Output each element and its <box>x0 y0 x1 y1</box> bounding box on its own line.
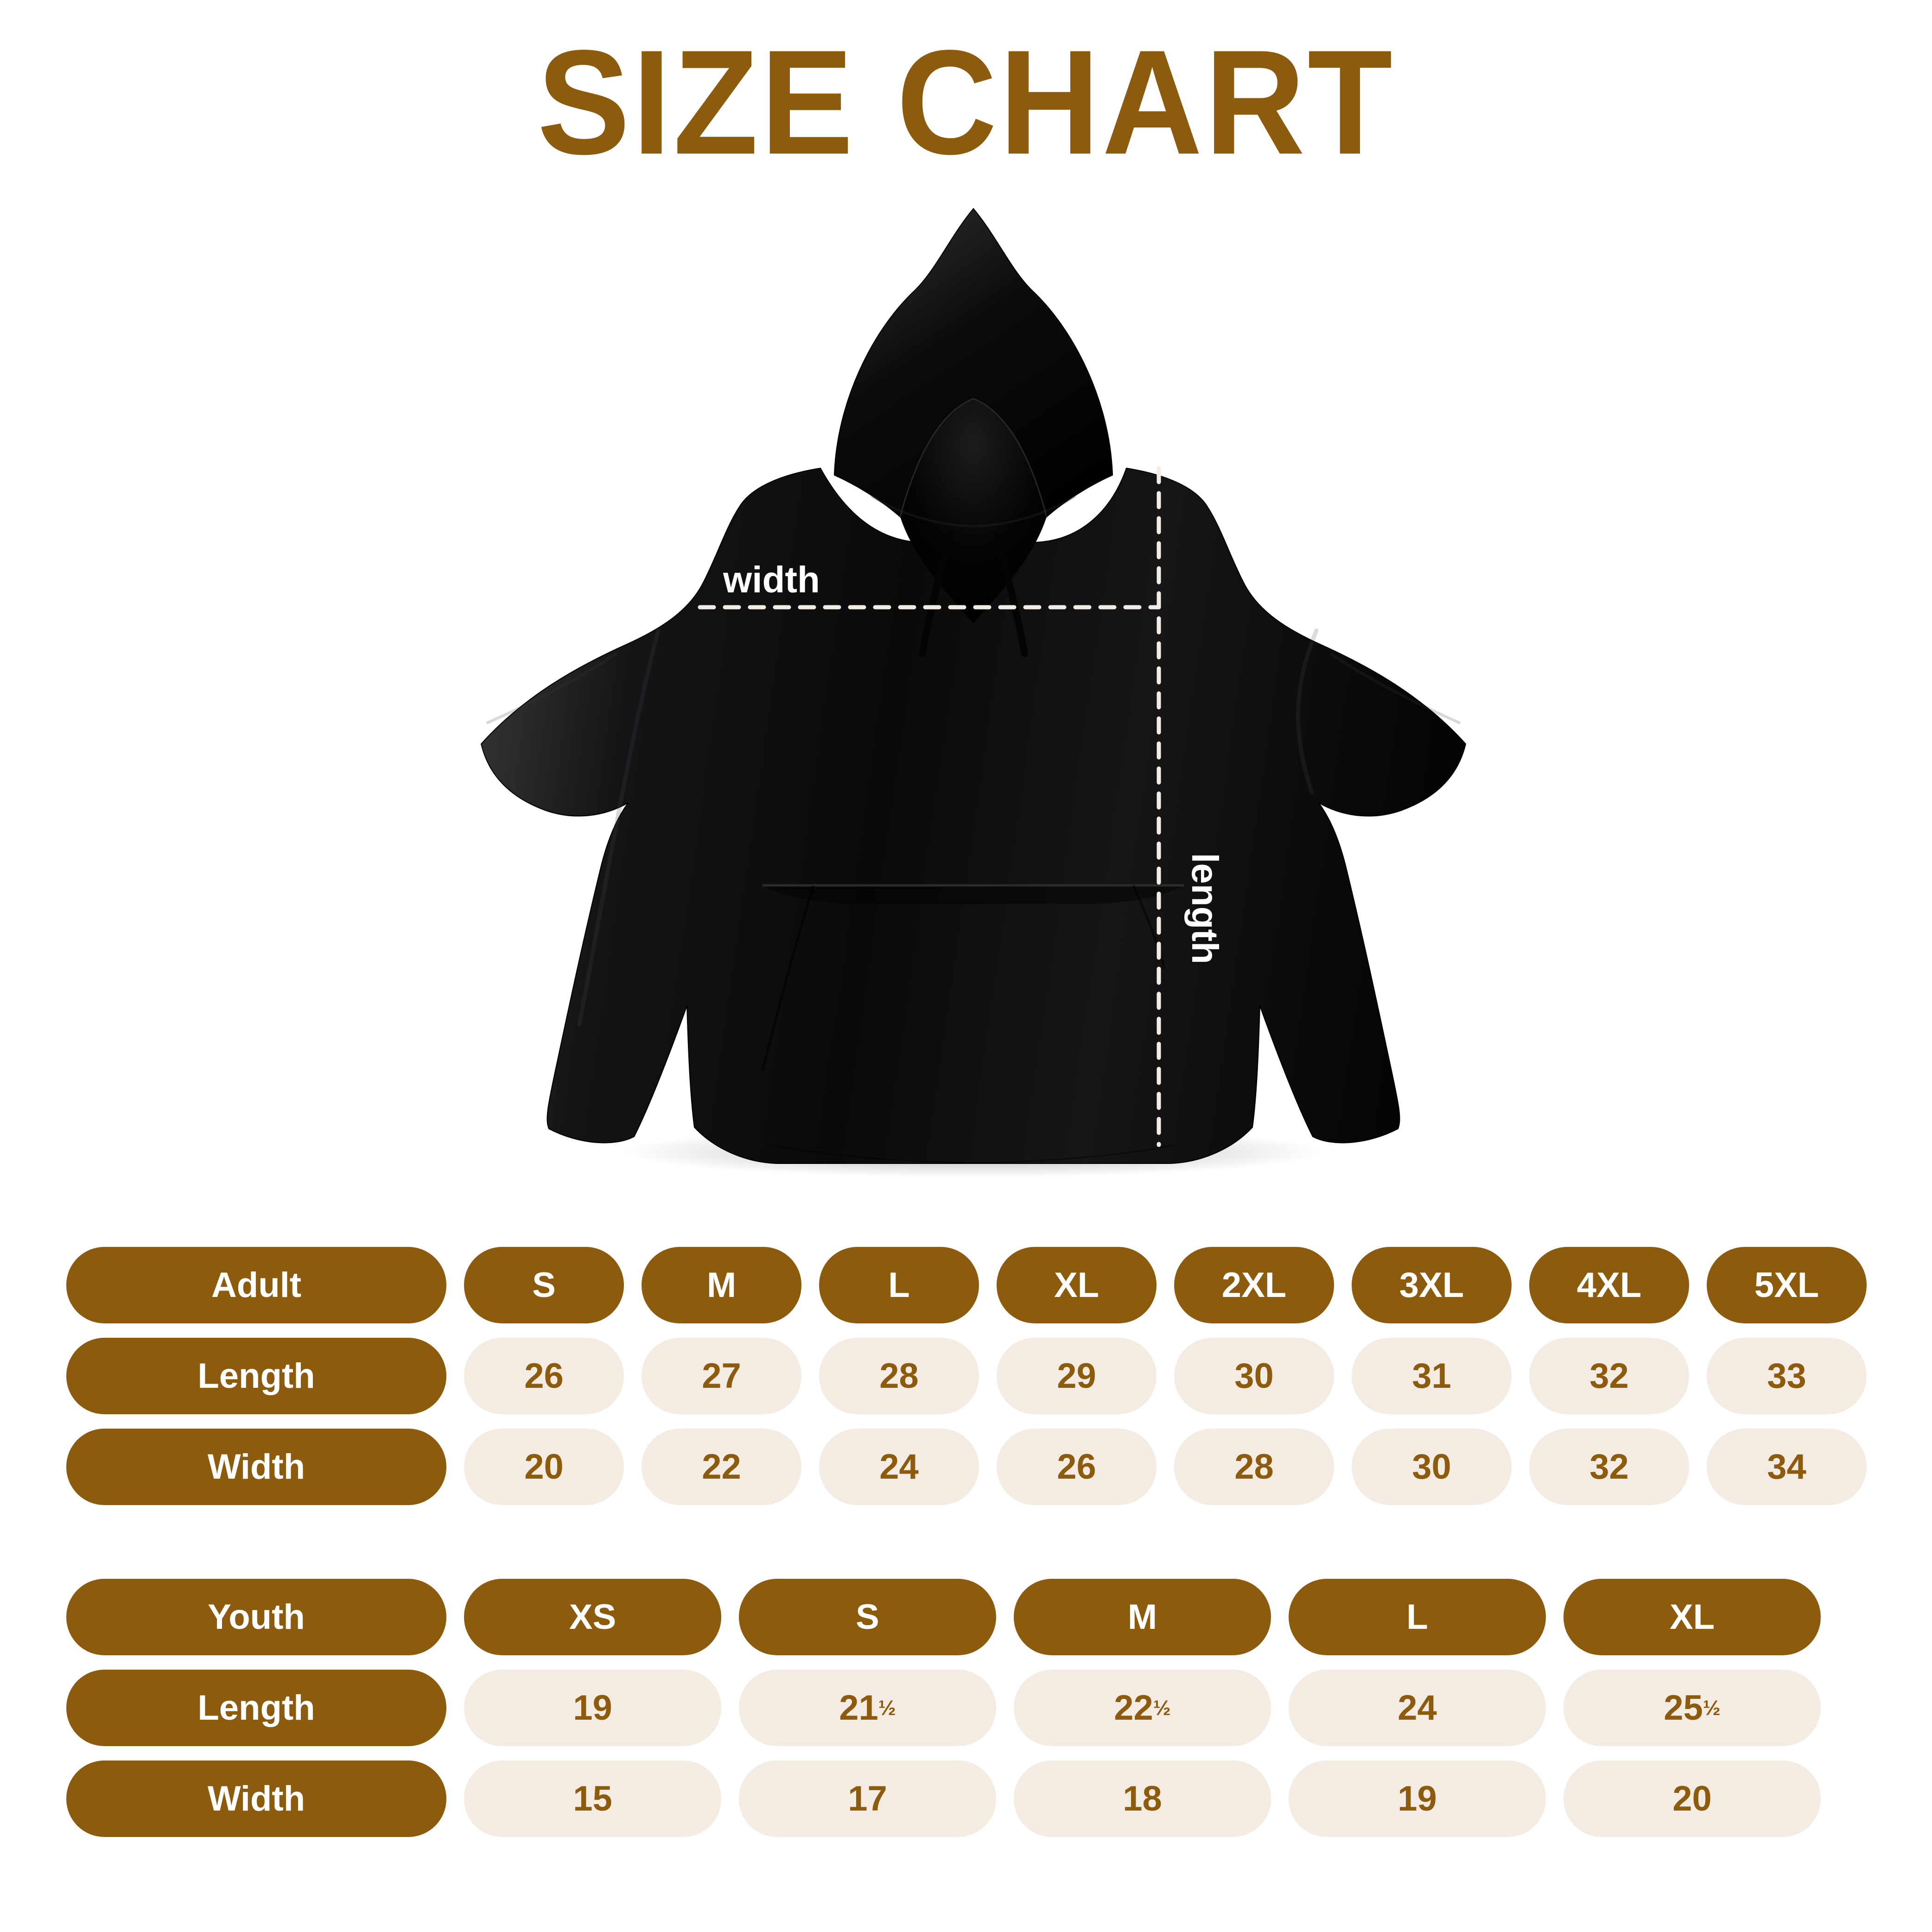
svg-text:length: length <box>1184 853 1226 964</box>
svg-text:width: width <box>723 559 820 600</box>
